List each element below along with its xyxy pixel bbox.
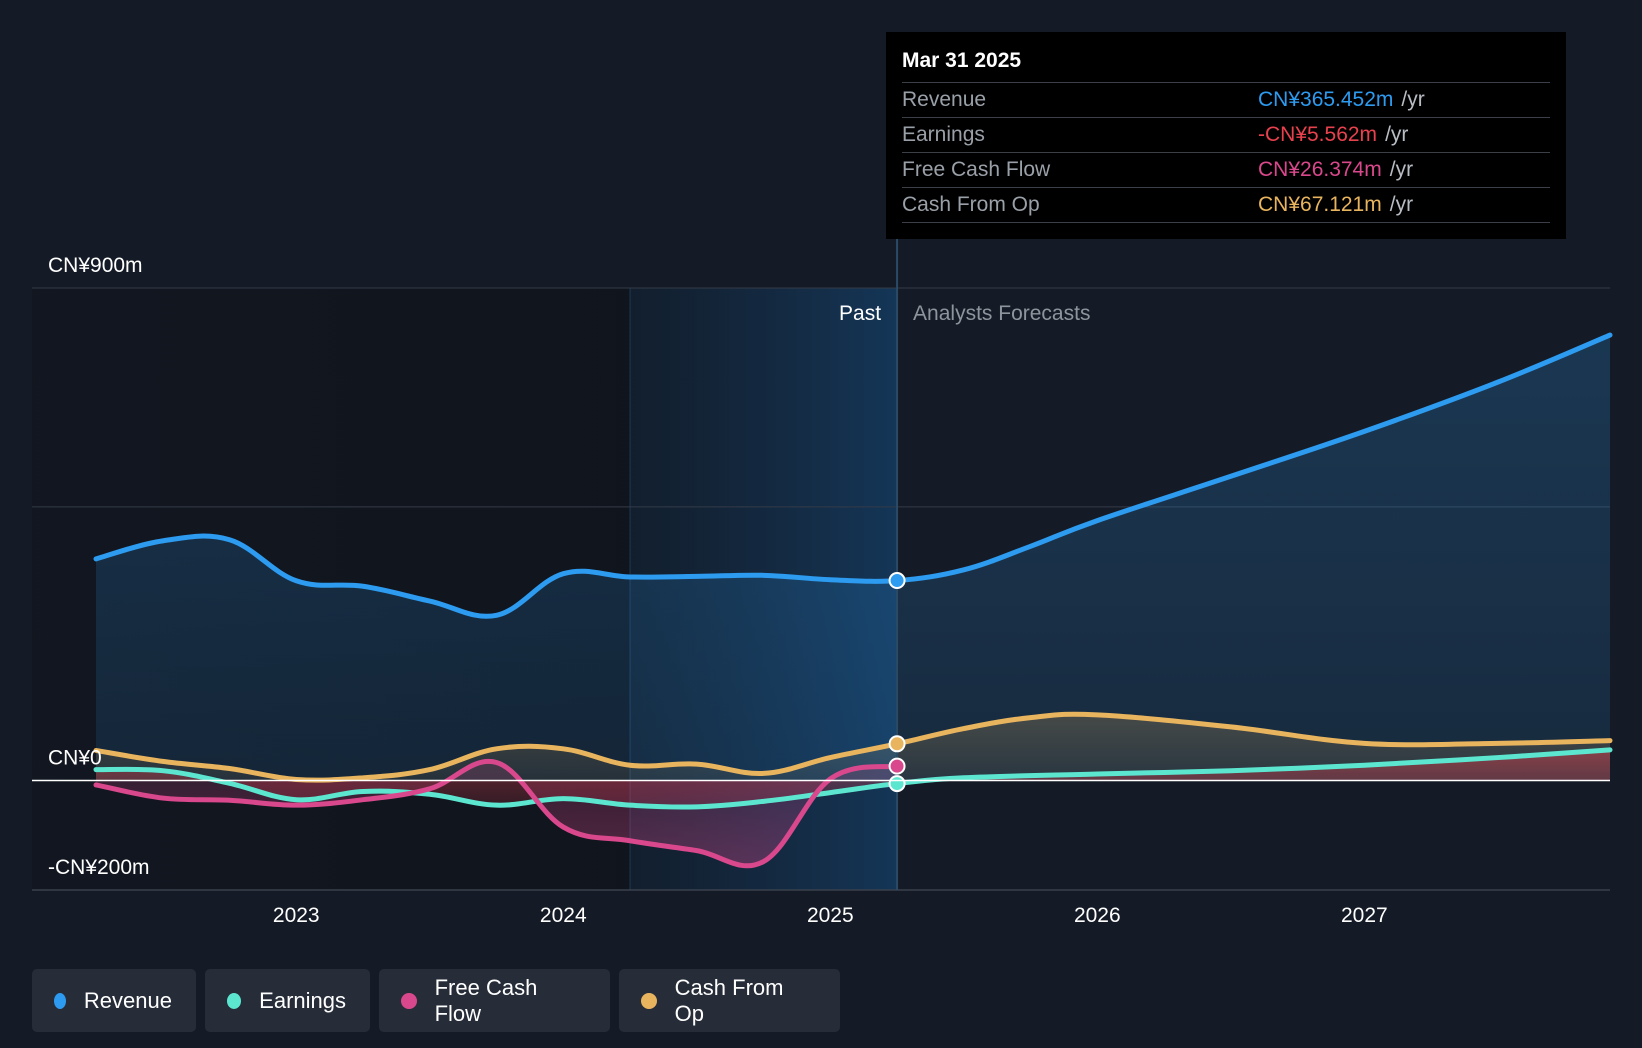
- marker-free-cash-flow: [888, 757, 906, 775]
- past-label: Past: [839, 302, 881, 325]
- tooltip-unit: /yr: [1389, 158, 1414, 181]
- marker-revenue: [888, 572, 906, 590]
- y-tick-label: CN¥900m: [48, 254, 143, 277]
- tooltip-date: Mar 31 2025: [902, 49, 1022, 72]
- tooltip-label: Free Cash Flow: [902, 158, 1051, 181]
- tooltip-unit: /yr: [1401, 88, 1425, 111]
- legend-label: Cash From Op: [674, 974, 784, 1026]
- y-tick-label: CN¥0: [48, 747, 102, 770]
- tooltip-label: Cash From Op: [902, 193, 1040, 216]
- x-tick-label: 2025: [807, 904, 854, 927]
- tooltip-unit: /yr: [1389, 193, 1414, 216]
- tooltip-row-revenue: Revenue CN¥365.452m /yr: [902, 82, 1550, 117]
- legend-item-cash-from-op[interactable]: Cash From Op: [619, 969, 840, 1032]
- forecast-label: Analysts Forecasts: [913, 302, 1090, 325]
- legend-item-revenue[interactable]: Revenue: [32, 969, 196, 1032]
- area-earnings: [96, 749, 1610, 808]
- line-revenue: [93, 332, 1613, 619]
- legend-item-earnings[interactable]: Earnings: [205, 969, 370, 1032]
- legend-item-free-cash-flow[interactable]: Free Cash Flow: [379, 969, 610, 1032]
- legend-label: Free Cash Flow: [434, 974, 538, 1026]
- tooltip-value-earnings: -CN¥5.562m: [1258, 123, 1378, 146]
- x-tick-label: 2023: [273, 904, 320, 927]
- line-earnings: [93, 747, 1613, 810]
- x-tick-label: 2027: [1341, 904, 1388, 927]
- tooltip-label: Earnings: [902, 123, 985, 146]
- tooltip-value-cash-from-op: CN¥67.121m: [1258, 193, 1382, 216]
- line-free-cash-flow: [93, 758, 900, 869]
- legend-dot-icon: [401, 992, 417, 1009]
- area-revenue: [96, 335, 1610, 781]
- marker-cash-from-op: [888, 735, 906, 753]
- legend-dot-icon: [641, 992, 657, 1009]
- marker-earnings: [888, 775, 906, 793]
- tooltip-value-free-cash-flow: CN¥26.374m: [1258, 158, 1382, 181]
- legend-dot-icon: [227, 992, 242, 1009]
- tooltip-row-free-cash-flow: Free Cash Flow CN¥26.374m /yr: [902, 152, 1550, 187]
- tooltip-panel: Mar 31 2025 Revenue CN¥365.452m /yr Earn…: [886, 32, 1566, 239]
- legend-label: Revenue: [83, 987, 172, 1013]
- legend-label: Earnings: [259, 987, 346, 1013]
- legend-dot-icon: [54, 992, 66, 1009]
- tooltip-label: Revenue: [902, 88, 987, 111]
- tooltip-row-cash-from-op: Cash From Op CN¥67.121m /yr: [902, 187, 1550, 223]
- x-tick-label: 2024: [540, 904, 587, 927]
- y-tick-label: -CN¥200m: [48, 856, 150, 879]
- tooltip-value-revenue: CN¥365.452m: [1258, 88, 1394, 111]
- x-tick-label: 2026: [1074, 904, 1121, 927]
- legend: Revenue Earnings Free Cash Flow Cash Fro…: [32, 969, 840, 1032]
- tooltip-unit: /yr: [1385, 123, 1409, 146]
- tooltip-row-earnings: Earnings -CN¥5.562m /yr: [902, 117, 1550, 152]
